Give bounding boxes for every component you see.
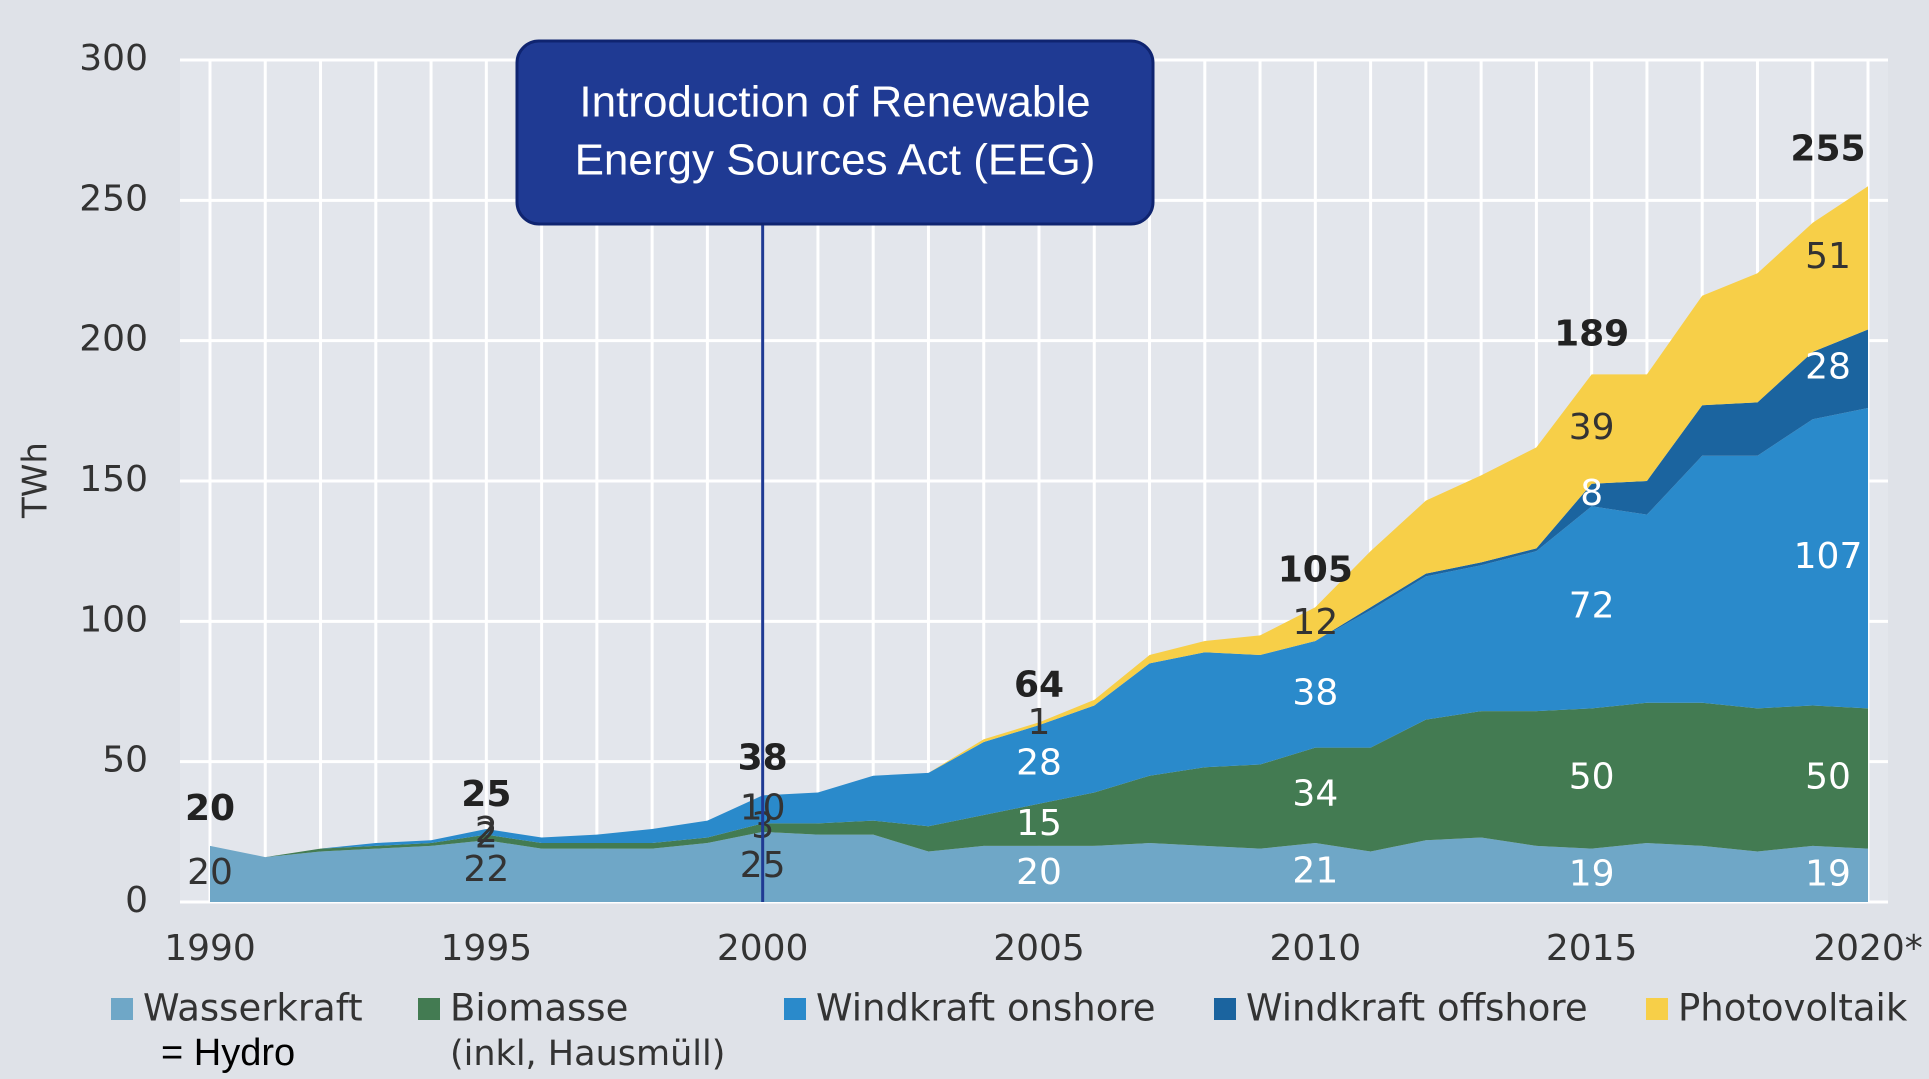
legend-swatch (1214, 998, 1236, 1020)
total-label: 255 (1790, 128, 1865, 169)
legend-label: Biomasse (450, 987, 628, 1030)
data-label: 19 (1805, 853, 1851, 894)
y-tick-label: 50 (102, 740, 148, 781)
total-label: 25 (461, 774, 511, 815)
y-tick-label: 0 (125, 880, 148, 921)
legend-swatch (1646, 998, 1668, 1020)
area (210, 408, 1868, 858)
data-label: 107 (1794, 536, 1863, 577)
data-label: 8 (1580, 473, 1603, 514)
legend-swatch (418, 998, 440, 1020)
data-label: 2 (475, 815, 498, 856)
x-tick-label: 1990 (164, 928, 256, 969)
legend-label: Wasserkraft (143, 987, 363, 1030)
data-label: 2 (475, 810, 498, 851)
total-label: 20 (185, 788, 235, 829)
x-tick-label: 2010 (1270, 928, 1362, 969)
data-label: 15 (1016, 803, 1062, 844)
y-tick-label: 150 (79, 459, 148, 500)
data-label: 1 (1028, 702, 1051, 743)
y-tick-label: 200 (79, 319, 148, 360)
area (210, 831, 1868, 902)
data-label: 21 (1292, 851, 1338, 892)
data-label: 38 (1292, 672, 1338, 713)
legend-note: = Hydro (161, 1032, 295, 1074)
total-label: 189 (1554, 314, 1629, 355)
y-tick-label: 100 (79, 599, 148, 640)
x-tick-label: 1995 (441, 928, 533, 969)
y-tick-label: 300 (79, 38, 148, 79)
x-tick-label: 2015 (1546, 928, 1638, 969)
data-label: 72 (1569, 585, 1615, 626)
data-label: 28 (1805, 347, 1851, 388)
x-tick-label: 2000 (717, 928, 809, 969)
annotation-text: Energy Sources Act (EEG) (575, 136, 1096, 185)
legend-swatch (784, 998, 806, 1020)
total-label: 105 (1278, 549, 1353, 590)
legend-label: Photovoltaik (1678, 987, 1908, 1030)
data-label: 51 (1805, 236, 1851, 277)
data-label: 28 (1016, 742, 1062, 783)
annotation-text: Introduction of Renewable (579, 78, 1090, 127)
data-label: 22 (463, 849, 509, 890)
data-label: 34 (1292, 773, 1338, 814)
y-tick-label: 250 (79, 178, 148, 219)
x-tick-label: 2005 (993, 928, 1085, 969)
data-label: 20 (187, 852, 233, 893)
data-label: 20 (1016, 852, 1062, 893)
data-label: 19 (1569, 853, 1615, 894)
legend-label: Windkraft onshore (816, 987, 1156, 1030)
y-axis-label: TWh (16, 442, 56, 519)
x-tick-label: 2020* (1813, 928, 1923, 969)
data-label: 50 (1805, 757, 1851, 798)
data-label: 39 (1569, 407, 1615, 448)
legend-swatch (111, 998, 133, 1020)
area (210, 702, 1868, 858)
data-label: 12 (1292, 602, 1338, 643)
legend-label: Windkraft offshore (1246, 987, 1588, 1030)
area (210, 186, 1868, 858)
legend-note: (inkl, Hausmüll) (450, 1034, 725, 1074)
annotation-box (515, 39, 1155, 226)
data-label: 50 (1569, 757, 1615, 798)
total-label: 64 (1014, 664, 1064, 705)
